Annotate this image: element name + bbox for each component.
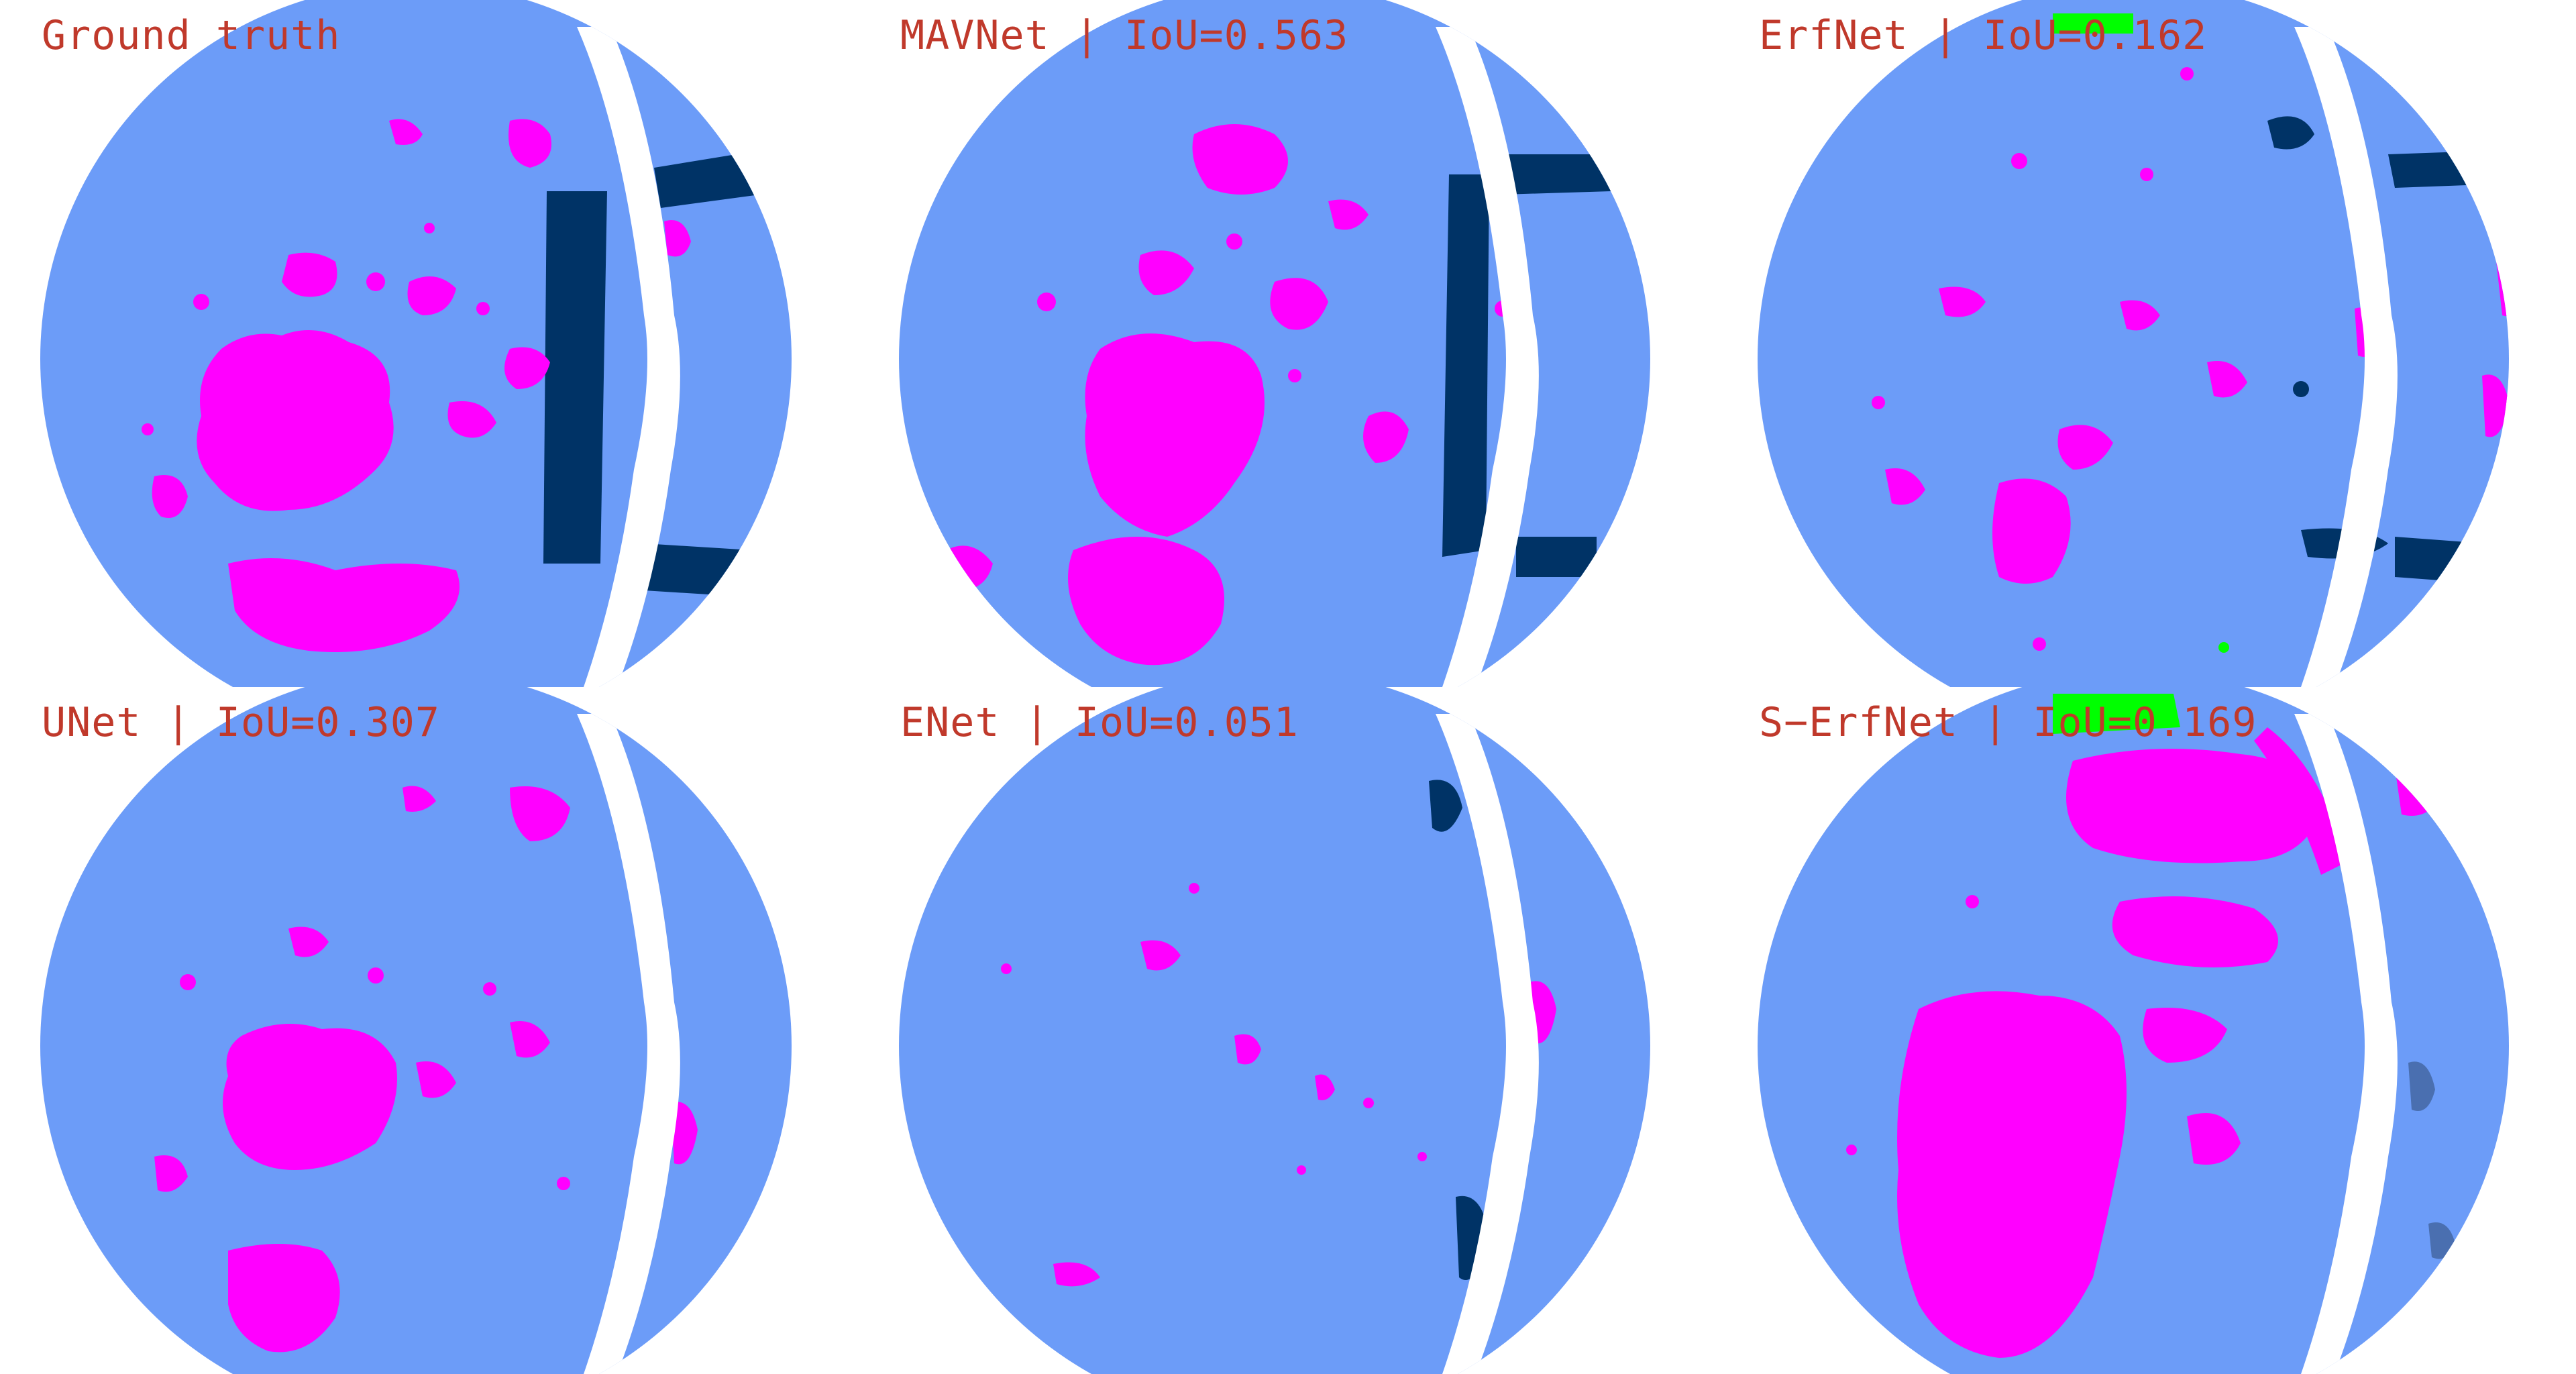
magenta-region	[1140, 940, 1181, 971]
magenta-region	[197, 330, 394, 511]
disk-region	[899, 687, 1650, 1374]
magenta-region	[1992, 478, 2071, 584]
dark-region	[1442, 174, 1489, 557]
unet-mask	[40, 687, 792, 1374]
gap-band	[2294, 714, 2398, 1374]
panel-erfnet: ErfNet | IoU=0.162	[1717, 0, 2576, 687]
gap-band	[1436, 714, 1539, 1374]
disk-region	[899, 0, 1650, 687]
panel-title: S−ErfNet | IoU=0.169	[1759, 699, 2257, 746]
mavnet-mask	[899, 0, 1650, 687]
magenta-region	[1897, 991, 2127, 1358]
panel-ground-truth: Ground truth	[0, 0, 859, 687]
green-region	[2053, 694, 2180, 734]
erfnet-mask	[1758, 0, 2509, 687]
panel-title: Ground truth	[42, 12, 341, 59]
panel-s-erfnet: S−ErfNet | IoU=0.169	[1717, 687, 2576, 1374]
gap-band	[577, 714, 680, 1374]
gap-band	[2294, 27, 2398, 687]
gap-band	[577, 27, 680, 687]
magenta-region	[1085, 333, 1265, 537]
panel-enet: ENet | IoU=0.051	[859, 687, 1717, 1374]
enet-mask	[899, 687, 1717, 1374]
green-region	[1664, 962, 1717, 1022]
dark-region	[543, 191, 607, 564]
panel-title: MAVNet | IoU=0.563	[900, 12, 1349, 59]
disk-region	[1758, 0, 2509, 687]
s-erfnet-mask	[1758, 687, 2509, 1374]
dark-region	[2267, 116, 2314, 150]
disk-region	[40, 687, 792, 1374]
panel-title: ErfNet | IoU=0.162	[1759, 12, 2208, 59]
panel-title: UNet | IoU=0.307	[42, 699, 440, 746]
panel-mavnet: MAVNet | IoU=0.563	[859, 0, 1717, 687]
panel-title: ENet | IoU=0.051	[900, 699, 1299, 746]
gap-band	[1436, 27, 1539, 687]
magenta-region	[223, 1024, 397, 1170]
dark-region	[1429, 780, 1462, 832]
panel-unet: UNet | IoU=0.307	[0, 687, 859, 1374]
green-region	[2053, 13, 2133, 34]
ground-truth-mask	[40, 0, 792, 687]
